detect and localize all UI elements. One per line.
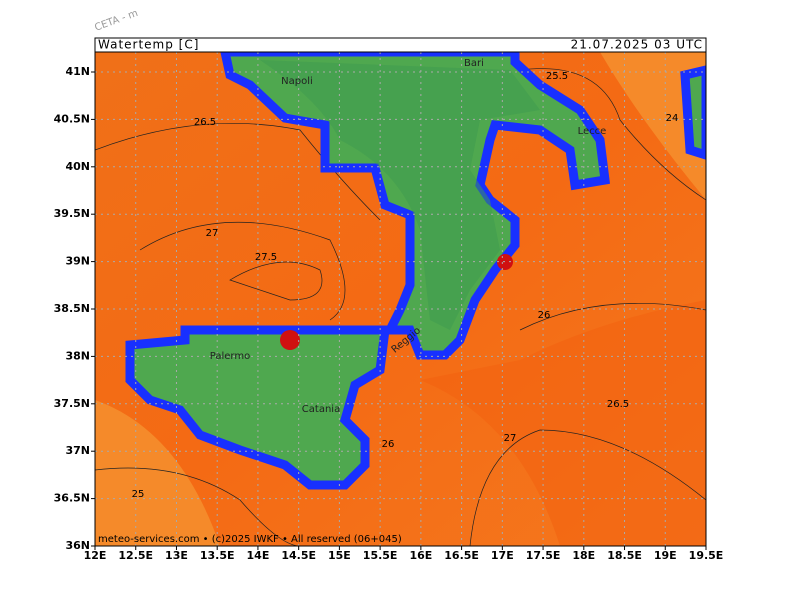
map-frame	[94, 51, 707, 547]
contour-label: 25.5	[546, 71, 568, 82]
lon-label: 18.5E	[607, 549, 642, 562]
footer: meteo-services.com • (c)2025 IWKF • All …	[98, 534, 402, 545]
place-label: Bari	[464, 58, 484, 69]
map-area: 26.5 27 27.5 26 26.5 27 26 25 25.5 24 Napoli Bari Le…	[95, 52, 706, 546]
lat-label: 36N	[65, 539, 90, 552]
valid-time: 21.07.2025 03 UTC	[571, 38, 703, 52]
lon-label: 17.5E	[526, 549, 561, 562]
land-interior	[260, 60, 540, 330]
place-label: Napoli	[281, 76, 313, 87]
lon-label: 14E	[247, 549, 270, 562]
lat-label: 37.5N	[54, 397, 90, 410]
lon-label: 12E	[84, 549, 107, 562]
lon-label: 17E	[491, 549, 514, 562]
hot-spot	[280, 330, 300, 350]
lat-label: 41N	[65, 65, 90, 78]
map-title: Watertemp [C]	[98, 38, 199, 52]
contour-label: 26	[382, 439, 395, 450]
contour-label: 24	[666, 113, 679, 124]
lon-label: 18E	[572, 549, 595, 562]
lat-label: 40N	[65, 160, 90, 173]
lat-label: 40.5N	[54, 112, 90, 125]
contour-label: 25	[132, 489, 145, 500]
cool-area	[600, 52, 706, 200]
lon-label: 16.5E	[444, 549, 479, 562]
place-label: Catania	[302, 404, 340, 415]
place-label: Palermo	[210, 351, 250, 362]
lat-label: 39.5N	[54, 207, 90, 220]
lat-label: 36.5N	[54, 492, 90, 505]
lon-label: 15E	[328, 549, 351, 562]
warm-area	[420, 300, 706, 546]
lon-label: 13E	[165, 549, 188, 562]
graticule	[95, 52, 706, 546]
contour-label: 27	[206, 228, 219, 239]
lon-label: 16E	[409, 549, 432, 562]
contour-label: 27.5	[255, 252, 277, 263]
lon-label: 19E	[654, 549, 677, 562]
place-label: Lecce	[578, 126, 607, 137]
contours	[95, 68, 706, 546]
cool-area	[95, 400, 220, 546]
contour-label: 26	[538, 310, 551, 321]
lon-label: 14.5E	[281, 549, 316, 562]
watermark: CETA - m	[93, 8, 139, 34]
contour-label: 26.5	[607, 399, 629, 410]
lon-label: 15.5E	[363, 549, 398, 562]
lat-label: 38.5N	[54, 302, 90, 315]
axes: 12E 12.5E 13E 13.5E 14E 14.5E 15E 15.5E 16E 16.5E…	[54, 65, 724, 562]
lat-label: 38N	[65, 349, 90, 362]
lon-label: 19.5E	[689, 549, 724, 562]
contour-label: 26.5	[194, 117, 216, 128]
lon-label: 13.5E	[200, 549, 235, 562]
lon-label: 12.5E	[118, 549, 153, 562]
lat-label: 37N	[65, 444, 90, 457]
contour-label: 27	[504, 433, 517, 444]
lat-label: 39N	[65, 255, 90, 268]
